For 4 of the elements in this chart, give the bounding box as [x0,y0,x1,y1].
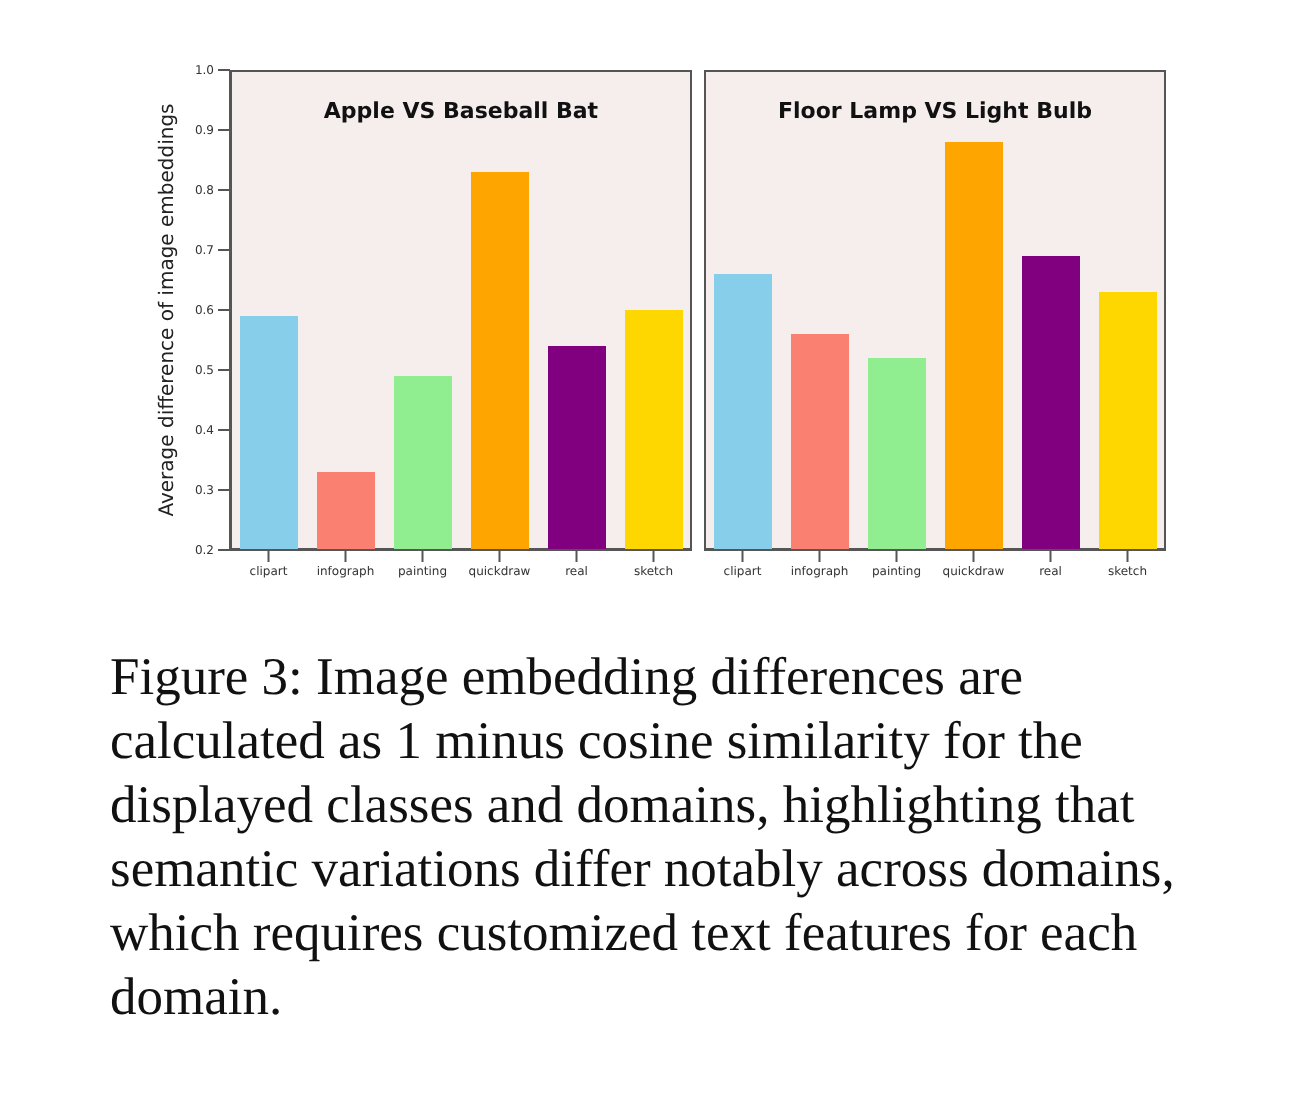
y-axis-title: Average difference of image embeddings [157,103,180,517]
caption: Figure 3: Image embedding differences are calculated as 1 minus cosine similarity for the displayed classes and domains, highlighting that semantic variations differ notably across domains, which requires customized text features for each domain. [110,644,1177,1028]
text: Floor Lamp VS Light Bulb [776,98,1094,124]
text: Apple VS Baseball Bat [321,98,601,124]
